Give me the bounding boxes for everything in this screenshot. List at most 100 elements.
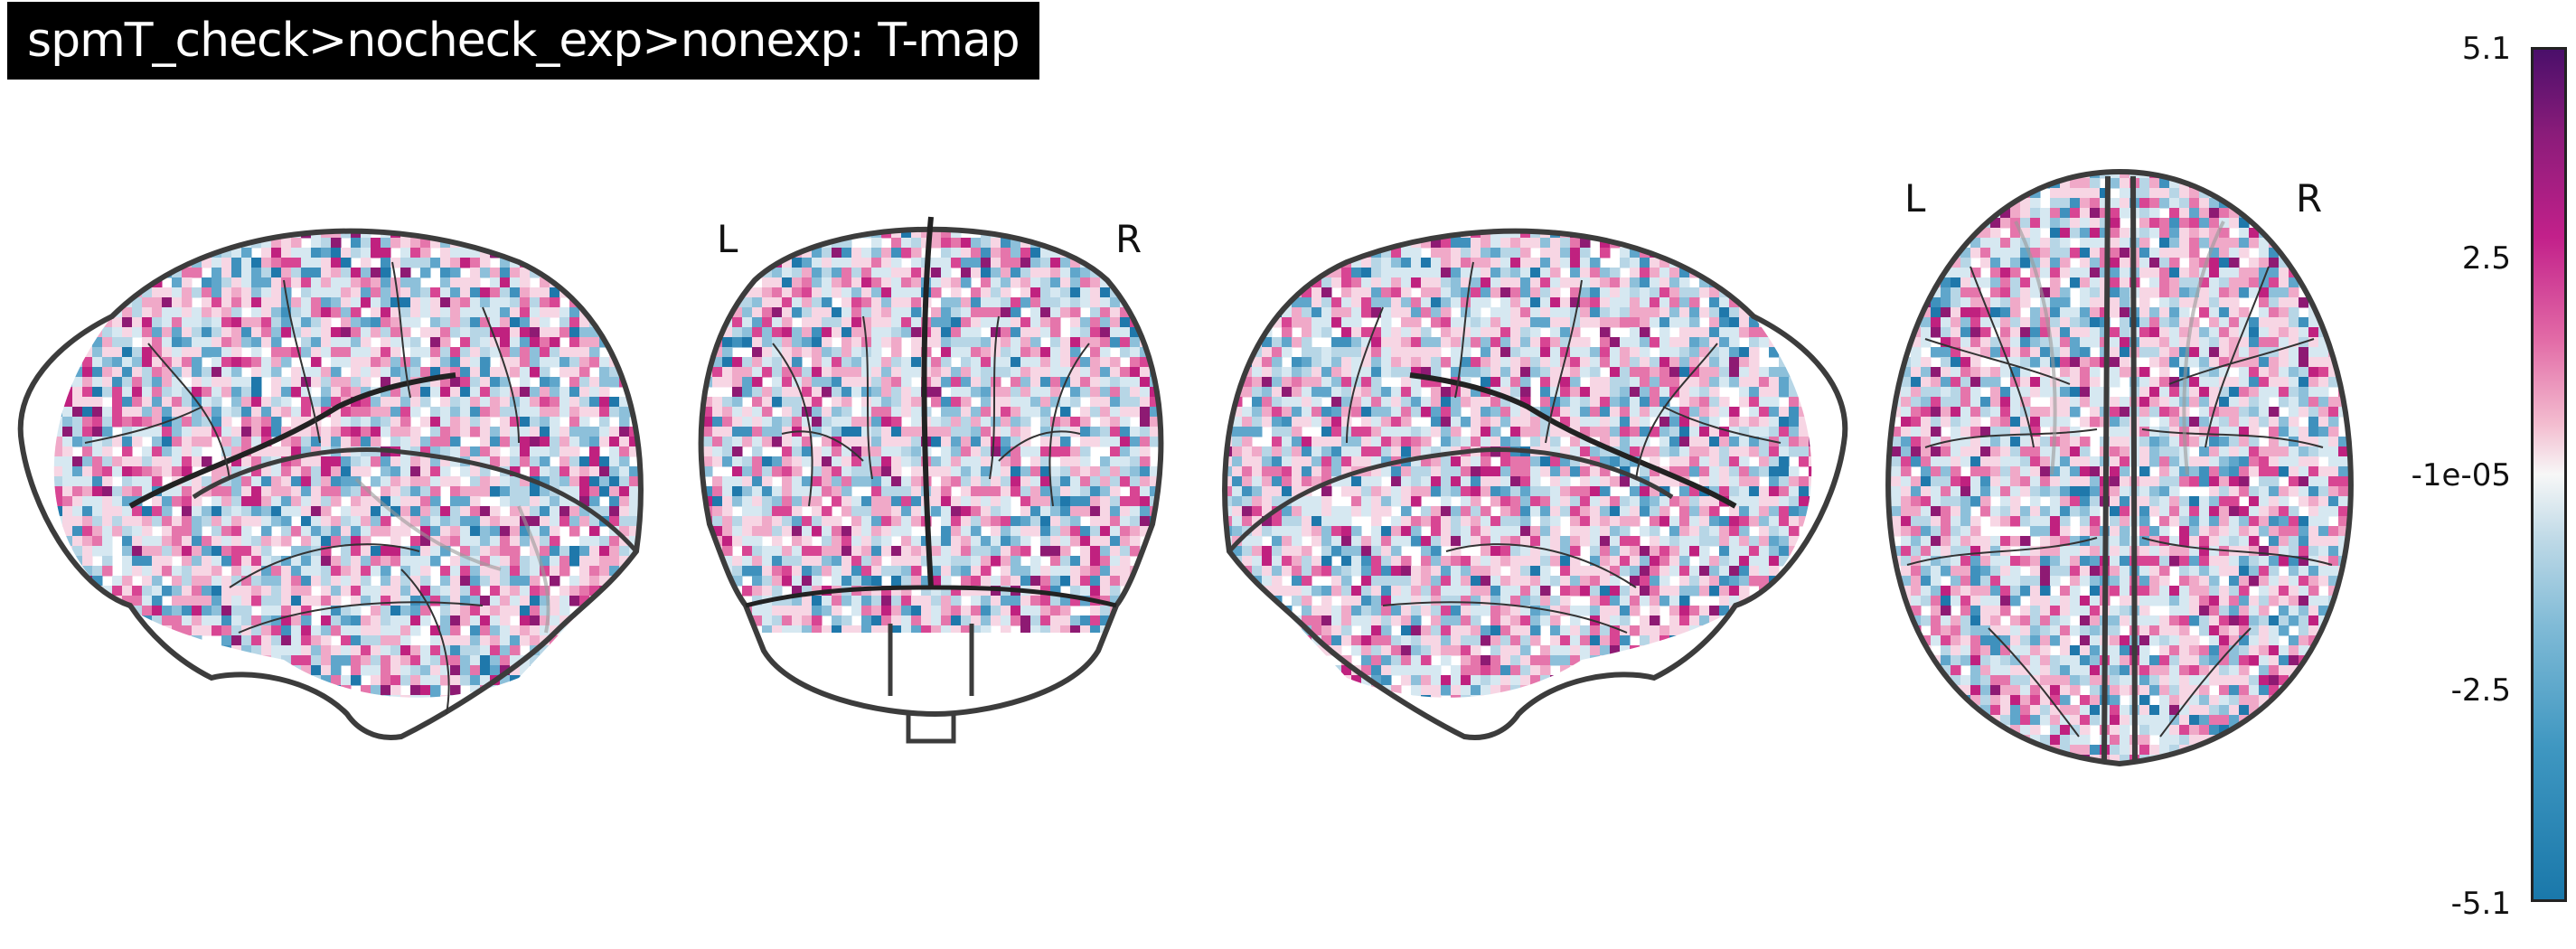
tmap-voxel — [569, 317, 580, 328]
tmap-voxel — [450, 536, 461, 547]
tmap-voxel — [762, 476, 773, 487]
tmap-voxel — [251, 367, 262, 378]
tmap-voxel — [1110, 377, 1121, 388]
tmap-voxel — [649, 367, 660, 378]
tmap-voxel — [460, 556, 471, 567]
tmap-voxel — [53, 655, 63, 666]
tmap-voxel — [231, 317, 242, 328]
tmap-voxel — [361, 417, 371, 428]
tmap-voxel — [221, 327, 232, 338]
tmap-voxel — [291, 377, 302, 388]
tmap-voxel — [480, 665, 491, 676]
tmap-voxel — [782, 476, 793, 487]
tmap-voxel — [530, 556, 541, 567]
tmap-voxel — [559, 635, 570, 646]
tmap-voxel — [881, 277, 892, 288]
tmap-voxel — [321, 615, 332, 626]
tmap-voxel — [1110, 307, 1121, 318]
tmap-voxel — [851, 526, 862, 537]
tmap-voxel — [182, 417, 193, 428]
tmap-voxel — [1070, 317, 1081, 328]
tmap-voxel — [470, 277, 481, 288]
tmap-voxel — [891, 229, 902, 239]
tmap-voxel — [752, 297, 763, 308]
tmap-voxel — [92, 725, 103, 736]
tmap-voxel — [440, 615, 451, 626]
tmap-voxel — [659, 625, 670, 636]
tmap-voxel — [871, 466, 882, 477]
tmap-voxel — [861, 258, 872, 268]
tmap-voxel — [639, 546, 641, 557]
tmap-voxel — [832, 327, 842, 338]
tmap-voxel — [351, 456, 362, 467]
tmap-voxel — [1080, 387, 1091, 398]
tmap-voxel — [13, 546, 24, 557]
tmap-voxel — [742, 218, 753, 229]
tmap-voxel — [460, 357, 471, 368]
tmap-voxel — [261, 287, 272, 298]
tmap-voxel — [559, 645, 570, 656]
tmap-voxel — [152, 446, 163, 457]
tmap-voxel — [510, 476, 521, 487]
tmap-voxel — [1080, 357, 1091, 368]
tmap-voxel — [792, 337, 803, 348]
tmap-voxel — [609, 268, 620, 278]
tmap-voxel — [450, 675, 461, 686]
tmap-voxel — [490, 456, 501, 467]
tmap-voxel — [1080, 337, 1091, 348]
tmap-voxel — [682, 327, 693, 338]
tmap-voxel — [742, 476, 753, 487]
tmap-voxel — [381, 417, 391, 428]
tmap-voxel — [659, 397, 670, 408]
tmap-voxel — [102, 546, 113, 557]
tmap-voxel — [321, 268, 332, 278]
tmap-voxel — [639, 397, 641, 408]
tmap-voxel — [490, 387, 501, 398]
tmap-voxel — [639, 377, 641, 388]
tmap-voxel — [682, 476, 693, 487]
tmap-voxel — [311, 297, 322, 308]
tmap-voxel — [702, 456, 713, 467]
tmap-voxel — [732, 496, 743, 507]
tmap-voxel — [649, 735, 660, 746]
tmap-voxel — [390, 357, 401, 368]
tmap-voxel — [941, 506, 952, 517]
tmap-voxel — [812, 317, 823, 328]
tmap-voxel — [23, 596, 33, 606]
tmap-voxel — [132, 625, 143, 636]
tmap-voxel — [351, 695, 362, 698]
tmap-voxel — [931, 546, 942, 557]
tmap-voxel — [619, 407, 630, 418]
tmap-voxel — [231, 606, 242, 616]
tmap-voxel — [530, 218, 541, 229]
tmap-voxel — [841, 357, 852, 368]
tmap-voxel — [579, 427, 590, 437]
tmap-voxel — [82, 665, 93, 676]
tmap-voxel — [192, 655, 202, 666]
tmap-voxel — [351, 238, 362, 249]
tmap-voxel — [772, 307, 783, 318]
tmap-voxel — [762, 337, 773, 348]
tmap-voxel — [62, 407, 73, 418]
tmap-voxel — [589, 357, 600, 368]
tmap-voxel — [1160, 258, 1161, 268]
tmap-voxel — [53, 645, 63, 656]
tmap-voxel — [991, 297, 1001, 308]
tmap-voxel — [802, 566, 813, 577]
tmap-voxel — [559, 675, 570, 686]
tmap-voxel — [301, 486, 312, 497]
tmap-voxel — [1120, 417, 1131, 428]
tmap-voxel — [782, 387, 793, 398]
tmap-voxel — [450, 347, 461, 358]
tmap-voxel — [212, 576, 222, 587]
tmap-voxel — [271, 417, 282, 428]
tmap-voxel — [722, 367, 733, 378]
tmap-voxel — [92, 307, 103, 318]
tmap-voxel — [911, 437, 922, 447]
tmap-voxel — [1001, 287, 1011, 298]
tmap-voxel — [122, 277, 133, 288]
tmap-voxel — [991, 277, 1001, 288]
tmap-voxel — [1020, 327, 1031, 338]
tmap-voxel — [400, 297, 411, 308]
tmap-voxel — [261, 367, 272, 378]
